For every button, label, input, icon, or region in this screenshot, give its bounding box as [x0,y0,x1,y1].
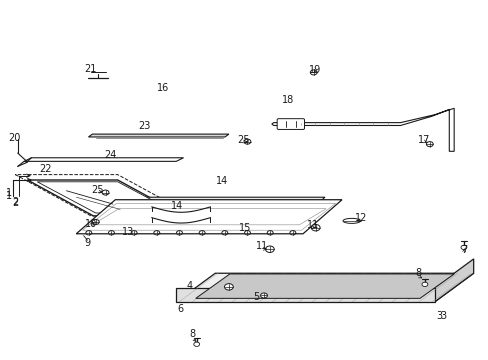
Text: 23: 23 [138,121,150,131]
Polygon shape [176,273,473,302]
Polygon shape [88,134,228,137]
Text: 14: 14 [215,176,227,186]
Polygon shape [27,180,183,216]
Text: 9: 9 [84,238,90,248]
Text: 2: 2 [12,197,19,207]
Text: 5: 5 [253,292,259,302]
Text: 25: 25 [91,185,103,195]
Text: 4: 4 [186,281,193,291]
Circle shape [289,231,295,235]
Polygon shape [195,274,453,298]
Text: 13: 13 [122,228,134,237]
Circle shape [199,231,204,235]
Text: 2: 2 [12,198,19,208]
Text: 6: 6 [177,304,183,314]
Text: 21: 21 [84,64,97,74]
Circle shape [86,231,92,235]
Circle shape [265,246,274,252]
Circle shape [154,231,160,235]
Polygon shape [37,182,176,213]
Text: 20: 20 [8,133,20,143]
Circle shape [193,342,199,346]
Circle shape [224,284,233,290]
Polygon shape [434,259,473,302]
Circle shape [92,220,99,225]
Text: 22: 22 [39,164,52,174]
Circle shape [222,231,227,235]
FancyBboxPatch shape [277,119,304,130]
Circle shape [131,231,137,235]
Text: 24: 24 [104,150,116,160]
Circle shape [426,141,432,147]
Text: 8: 8 [189,329,195,339]
Circle shape [267,231,272,235]
Circle shape [260,293,267,298]
Text: 14: 14 [171,201,183,211]
Polygon shape [24,158,183,161]
Circle shape [460,245,466,249]
Text: 10: 10 [84,219,97,229]
Circle shape [421,282,427,287]
Text: 1: 1 [6,191,13,201]
Circle shape [102,190,109,195]
Circle shape [244,139,250,144]
Text: 25: 25 [237,135,249,145]
Text: 3: 3 [439,311,445,320]
Text: 18: 18 [282,95,294,105]
Text: 11: 11 [256,241,268,251]
Text: 11: 11 [306,220,318,230]
Circle shape [311,225,320,231]
Circle shape [310,70,317,75]
Polygon shape [176,288,434,302]
Text: 16: 16 [156,83,168,93]
Polygon shape [105,197,325,230]
Text: 7: 7 [460,245,466,255]
Text: 19: 19 [308,65,320,75]
Polygon shape [76,200,341,234]
Text: 12: 12 [355,213,367,223]
Circle shape [108,231,114,235]
Text: 17: 17 [417,135,430,145]
Text: 15: 15 [239,224,251,233]
Text: 1: 1 [6,188,13,198]
Circle shape [244,231,250,235]
Text: 8: 8 [415,268,421,278]
Polygon shape [271,108,453,151]
Circle shape [176,231,182,235]
Polygon shape [343,219,360,224]
Text: 3: 3 [436,311,442,321]
